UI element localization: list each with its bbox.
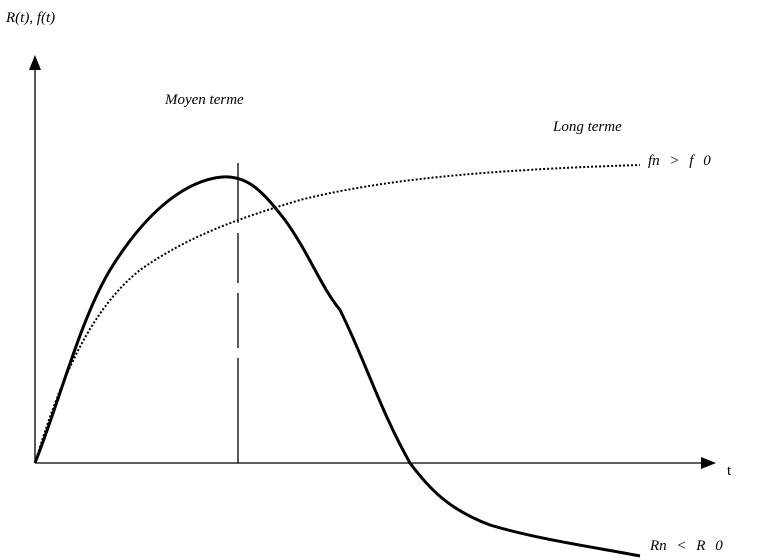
zone-label: Moyen terme	[164, 92, 244, 108]
curve-label: Rn < R 0	[649, 538, 723, 554]
curve-label: fn > f 0	[648, 153, 711, 169]
f-curve	[34, 164, 641, 464]
x-axis-arrow	[701, 457, 716, 469]
r-curve	[33, 175, 641, 558]
x-axis-label: t	[727, 463, 732, 479]
zone-label: Long terme	[552, 119, 622, 135]
y-axis-label: R(t), f(t)	[5, 10, 55, 26]
y-axis-arrow	[29, 55, 41, 70]
